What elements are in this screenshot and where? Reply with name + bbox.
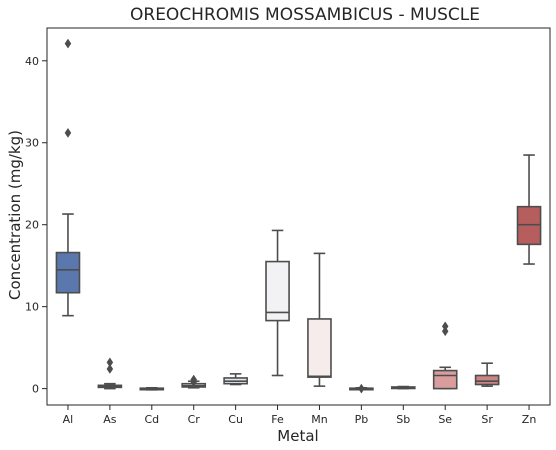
plot-area (46, 27, 551, 406)
x-tick-label: Sb (396, 413, 410, 426)
chart-title: OREOCHROMIS MOSSAMBICUS - MUSCLE (130, 5, 480, 25)
box-fe (265, 260, 290, 322)
x-tick-label: Cd (144, 413, 159, 426)
x-axis-label: Metal (277, 427, 318, 445)
box-group-pb (349, 383, 374, 394)
x-tick-label: Mn (311, 413, 327, 426)
box-group-cu (223, 373, 248, 386)
x-tick-label: Cr (188, 413, 201, 426)
x-tick-label: Pb (355, 413, 369, 426)
x-tick-label: Cu (228, 413, 243, 426)
box-group-fe (265, 229, 290, 377)
outlier-point (190, 374, 198, 385)
box-mn (307, 318, 332, 378)
plot-frame (46, 27, 551, 406)
y-tick-label: 0 (32, 383, 39, 396)
box-zn (516, 205, 542, 246)
box-group-al (55, 38, 81, 317)
x-tick-label: Se (438, 413, 452, 426)
y-tick-label: 30 (25, 137, 39, 150)
box-group-cr (181, 374, 207, 389)
x-tick-label: Sr (481, 413, 493, 426)
box-sr (474, 374, 500, 386)
box-group-zn (516, 154, 542, 265)
outlier-point (441, 321, 449, 332)
y-tick-label: 20 (25, 219, 39, 232)
outlier-point (106, 357, 114, 368)
outlier-point (64, 38, 72, 49)
x-tick-label: As (103, 413, 117, 426)
outlier-point (64, 127, 72, 138)
box-group-sr (474, 362, 500, 387)
x-tick-label: Al (63, 413, 74, 426)
box-group-se (432, 321, 458, 390)
box-group-mn (307, 252, 332, 387)
y-axis-label: Concentration (mg/kg) (6, 130, 24, 300)
box-group-as (97, 357, 123, 390)
x-tick-label: Fe (271, 413, 284, 426)
box-group-sb (390, 385, 416, 390)
outlier-point (106, 363, 114, 374)
x-axis: Al As Cd Cr Cu Fe Mn Pb Sb Se Sr Zn (63, 405, 537, 426)
x-tick-label: Zn (522, 413, 537, 426)
y-tick-label: 10 (25, 301, 39, 314)
y-tick-label: 40 (25, 55, 39, 68)
y-axis: 0 10 20 30 40 (25, 55, 47, 396)
box-group-cd (139, 386, 165, 391)
box-se (432, 369, 458, 390)
box-al (55, 251, 81, 294)
outlier-point (358, 383, 365, 394)
